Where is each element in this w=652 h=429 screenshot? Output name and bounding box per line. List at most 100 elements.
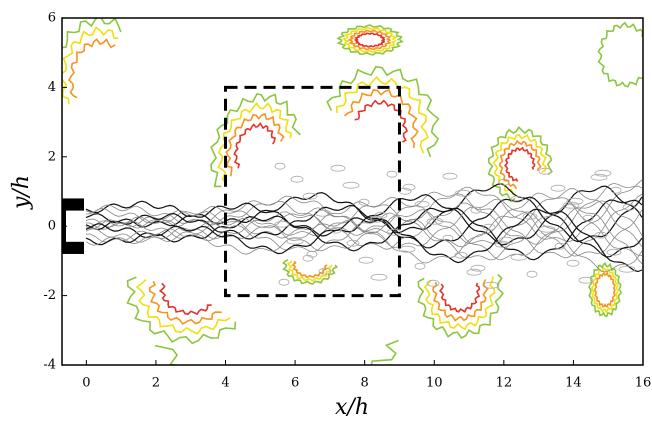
vortex-blob	[278, 278, 290, 286]
vortex-blob	[302, 254, 314, 262]
x-axis-label: x/h	[335, 395, 369, 420]
contour-line	[287, 260, 333, 282]
vortex-blob	[274, 220, 290, 228]
contour-line	[154, 339, 399, 365]
contour-line	[591, 266, 619, 314]
vortex-line	[85, 203, 643, 265]
vortex-blob	[482, 281, 500, 289]
contour-line	[282, 259, 339, 285]
vortex-blob	[582, 214, 594, 222]
contour-field	[62, 18, 643, 365]
vortex-line	[85, 192, 643, 256]
vortex-blob	[482, 223, 496, 231]
contour-line	[423, 276, 496, 331]
y-tick-label: 6	[48, 11, 56, 26]
vortex-line	[85, 208, 643, 273]
contour-line	[438, 282, 481, 313]
x-tick-label: 6	[291, 376, 299, 391]
contour-line	[417, 273, 504, 340]
vortex-blob	[346, 239, 360, 247]
contour-line	[504, 146, 536, 182]
contour-line	[343, 88, 419, 149]
vortex-blob	[562, 201, 580, 209]
vortex-blob	[426, 279, 440, 287]
vortex-blob	[374, 211, 388, 219]
vortex-blob	[606, 248, 622, 256]
vortex-blob	[590, 173, 608, 181]
vortex-blob	[538, 167, 552, 175]
x-tick-label: 12	[496, 376, 513, 391]
x-tick-label: 8	[361, 376, 369, 391]
vortex-blob	[522, 212, 538, 220]
vortex-blob	[290, 175, 304, 183]
y-tick-label: 4	[48, 80, 56, 95]
vortex-blob	[330, 164, 346, 172]
y-tick-label: -2	[43, 288, 56, 303]
vortex-blob	[610, 186, 622, 194]
contour-line	[217, 102, 293, 183]
vortex-line	[85, 183, 643, 243]
vortex-blob	[470, 264, 486, 272]
obstacle-inner	[66, 210, 84, 242]
vortex-blob	[538, 225, 556, 233]
y-tick-label: 2	[48, 149, 56, 164]
vortex-blob	[442, 234, 454, 242]
vortex-blob	[358, 256, 374, 264]
contour-line	[149, 280, 222, 326]
x-tick-label: 4	[221, 376, 229, 391]
contour-line	[347, 29, 392, 51]
contour-line	[342, 26, 398, 54]
contour-line	[593, 271, 616, 308]
vortex-line	[85, 211, 643, 273]
vortex-blob	[426, 217, 444, 225]
vortex-blob	[454, 189, 472, 197]
contour-line	[210, 93, 301, 188]
vortex-blob	[318, 267, 332, 275]
contour-line	[353, 32, 386, 48]
vortex-blob	[274, 162, 286, 170]
vortex-blob	[330, 226, 342, 234]
vortex-blob	[618, 265, 636, 273]
vortex-blob	[526, 270, 538, 278]
contour-line	[68, 38, 116, 99]
vortex-blob	[578, 276, 594, 284]
contour-line	[158, 282, 212, 316]
vortex-blob	[554, 242, 566, 250]
contour-line	[126, 276, 237, 345]
contour-line	[233, 122, 276, 169]
highlight-box	[224, 85, 401, 298]
contour-line	[291, 260, 328, 278]
vortex-blob	[550, 184, 566, 192]
x-tick-label: 16	[635, 376, 652, 391]
vortex-blob	[286, 237, 304, 245]
contour-line	[588, 261, 623, 318]
contour-line	[499, 139, 542, 190]
y-tick-label: 0	[48, 219, 56, 234]
vortex-blob	[454, 251, 468, 259]
vortex-blob	[302, 192, 318, 200]
vortex-blob	[566, 259, 580, 267]
vortex-blob	[470, 206, 482, 214]
contour-line	[597, 21, 643, 88]
vortex-blob	[594, 231, 608, 239]
contour-line	[225, 112, 285, 177]
vortex-blob	[566, 197, 584, 205]
vortex-blob	[314, 209, 332, 217]
vortex-blob	[342, 181, 360, 189]
vortex-line	[85, 198, 643, 257]
vortex-line	[85, 200, 643, 261]
vortex-line	[85, 188, 643, 248]
vortex-blob	[510, 195, 524, 203]
vortex-blob	[386, 228, 402, 236]
vortex-blob	[358, 198, 370, 206]
vortex-blob	[498, 236, 514, 244]
contour-line	[432, 279, 489, 322]
vortex-blob	[398, 245, 416, 253]
contour-line	[62, 18, 122, 106]
vortex-blob	[414, 262, 426, 270]
vortex-line	[85, 199, 643, 261]
vortex-blob	[498, 178, 510, 186]
contour-line	[326, 65, 440, 158]
contour-line	[354, 99, 408, 143]
